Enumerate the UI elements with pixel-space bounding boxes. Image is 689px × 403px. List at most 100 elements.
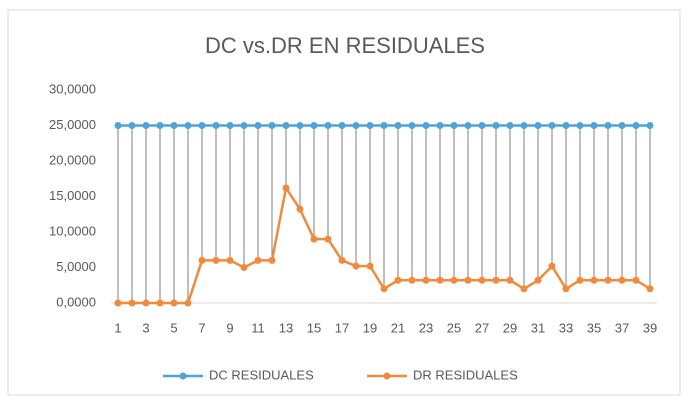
- x-tick-label: 17: [335, 320, 349, 335]
- point: [590, 276, 598, 284]
- point: [156, 299, 164, 307]
- point: [408, 276, 416, 284]
- x-tick-label: 5: [170, 320, 177, 335]
- point: [450, 122, 458, 129]
- point: [534, 122, 542, 129]
- point: [338, 122, 346, 129]
- point: [436, 276, 444, 284]
- point: [240, 122, 248, 129]
- point: [324, 235, 332, 243]
- point: [366, 262, 374, 270]
- point: [142, 299, 150, 307]
- point: [240, 264, 248, 271]
- x-tick-label: 19: [363, 320, 377, 335]
- point: [296, 205, 304, 213]
- point: [310, 122, 318, 129]
- point: [492, 122, 500, 129]
- point: [618, 276, 626, 284]
- chart-frame: [7, 9, 681, 396]
- point: [632, 276, 640, 284]
- legend-marker: [383, 372, 391, 380]
- y-tick-label: 20,0000: [49, 152, 96, 167]
- point: [170, 299, 178, 307]
- point: [324, 122, 332, 129]
- x-tick-label: 37: [615, 320, 629, 335]
- point: [128, 122, 136, 129]
- x-tick-label: 9: [226, 320, 233, 335]
- point: [310, 235, 318, 243]
- point: [590, 122, 598, 129]
- point: [422, 122, 430, 129]
- legend-marker: [179, 372, 187, 380]
- point: [268, 256, 276, 264]
- point: [296, 122, 304, 129]
- point: [576, 276, 584, 284]
- point: [114, 122, 122, 129]
- x-tick-label: 7: [198, 320, 205, 335]
- x-tick-label: 13: [279, 320, 293, 335]
- point: [548, 122, 556, 129]
- point: [226, 256, 234, 264]
- x-tick-label: 39: [643, 320, 657, 335]
- point: [268, 122, 276, 129]
- x-tick-label: 11: [251, 320, 265, 335]
- point: [604, 122, 612, 129]
- point: [114, 299, 122, 307]
- x-tick-label: 29: [503, 320, 517, 335]
- x-tick-label: 15: [307, 320, 321, 335]
- point: [212, 256, 220, 264]
- x-tick-label: 23: [419, 320, 433, 335]
- point: [436, 122, 444, 129]
- point: [408, 122, 416, 129]
- point: [506, 122, 514, 129]
- point: [548, 262, 556, 270]
- x-tick-label: 25: [447, 320, 461, 335]
- point: [380, 285, 388, 293]
- point: [562, 122, 570, 129]
- point: [464, 276, 472, 284]
- point: [534, 276, 542, 284]
- point: [464, 122, 472, 129]
- x-tick-label: 21: [391, 320, 405, 335]
- y-tick-label: 30,0000: [49, 81, 96, 96]
- point: [170, 122, 178, 129]
- y-tick-label: 10,0000: [49, 223, 96, 238]
- x-tick-label: 35: [587, 320, 601, 335]
- legend-label: DC RESIDUALES: [209, 367, 314, 382]
- point: [478, 276, 486, 284]
- point: [492, 276, 500, 284]
- point: [380, 122, 388, 129]
- y-tick-label: 15,0000: [49, 188, 96, 203]
- point: [128, 299, 136, 307]
- point: [562, 285, 570, 293]
- x-tick-label: 27: [475, 320, 489, 335]
- point: [156, 122, 164, 129]
- y-tick-label: 0,0000: [56, 294, 96, 309]
- point: [282, 184, 290, 192]
- point: [366, 122, 374, 129]
- point: [604, 276, 612, 284]
- legend-label: DR RESIDUALES: [413, 367, 518, 382]
- point: [506, 276, 514, 284]
- point: [520, 285, 528, 293]
- point: [632, 122, 640, 129]
- point: [254, 122, 262, 129]
- x-tick-label: 33: [559, 320, 573, 335]
- point: [352, 262, 360, 270]
- point: [282, 122, 290, 129]
- point: [618, 122, 626, 129]
- point: [646, 285, 654, 293]
- point: [338, 256, 346, 264]
- x-tick-label: 31: [531, 320, 545, 335]
- point: [254, 256, 262, 264]
- point: [198, 256, 206, 264]
- chart-title: DC vs.DR EN RESIDUALES: [205, 33, 485, 58]
- point: [184, 122, 192, 129]
- y-tick-label: 5,0000: [56, 259, 96, 274]
- point: [520, 122, 528, 129]
- point: [184, 299, 192, 307]
- point: [226, 122, 234, 129]
- point: [646, 122, 654, 129]
